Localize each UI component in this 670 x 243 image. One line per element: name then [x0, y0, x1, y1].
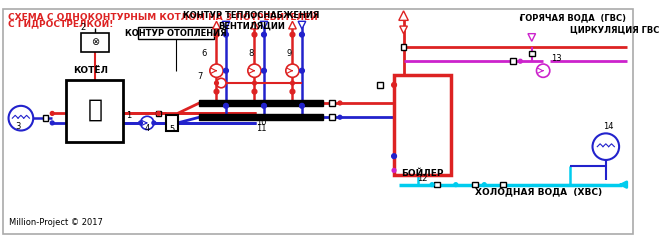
- Text: 3: 3: [15, 122, 21, 131]
- Circle shape: [299, 68, 304, 73]
- Text: 4: 4: [144, 124, 149, 133]
- Text: 8: 8: [249, 49, 254, 58]
- Circle shape: [392, 154, 397, 158]
- Text: ГОРЯЧАЯ ВОДА  (ГВС): ГОРЯЧАЯ ВОДА (ГВС): [521, 14, 626, 23]
- Text: 7: 7: [198, 72, 203, 81]
- Circle shape: [592, 133, 619, 160]
- Bar: [155, 111, 161, 116]
- Circle shape: [214, 89, 219, 94]
- Bar: [500, 182, 506, 188]
- Bar: [66, 80, 123, 142]
- Circle shape: [338, 101, 342, 105]
- Bar: [510, 58, 516, 64]
- Circle shape: [139, 121, 143, 125]
- Bar: [472, 182, 478, 188]
- Circle shape: [224, 32, 228, 37]
- Text: ХОЛОДНАЯ ВОДА  (ХВС): ХОЛОДНАЯ ВОДА (ХВС): [475, 187, 602, 196]
- Bar: [377, 82, 383, 88]
- Circle shape: [454, 183, 458, 187]
- Circle shape: [210, 64, 223, 77]
- Polygon shape: [212, 21, 220, 29]
- Bar: [434, 182, 440, 188]
- Circle shape: [216, 78, 226, 88]
- Bar: [200, 100, 323, 106]
- Circle shape: [248, 64, 261, 77]
- Circle shape: [392, 83, 397, 87]
- Bar: [394, 75, 451, 175]
- Bar: [330, 100, 335, 106]
- Polygon shape: [298, 21, 306, 29]
- Circle shape: [290, 89, 295, 94]
- Circle shape: [430, 183, 434, 187]
- Circle shape: [224, 68, 228, 73]
- Text: КОТЁЛ: КОТЁЛ: [73, 66, 108, 75]
- Text: БОЙЛЕР: БОЙЛЕР: [401, 169, 444, 178]
- Text: 10: 10: [256, 118, 267, 127]
- Text: С ГИДРОСТРЕЛКОЙ!: С ГИДРОСТРЕЛКОЙ!: [7, 19, 113, 30]
- Bar: [529, 51, 535, 56]
- Text: 11: 11: [256, 124, 267, 133]
- Polygon shape: [222, 21, 230, 29]
- Polygon shape: [528, 34, 535, 41]
- Circle shape: [50, 112, 54, 115]
- Circle shape: [214, 32, 219, 37]
- Circle shape: [252, 32, 257, 37]
- Circle shape: [286, 64, 299, 77]
- Text: СХЕМА С ОДНОКОНТУРНЫМ КОТЛОМ НА 3 ПОТРЕБИТЕЛЕЙ: СХЕМА С ОДНОКОНТУРНЫМ КОТЛОМ НА 3 ПОТРЕБ…: [7, 12, 318, 22]
- Bar: [80, 33, 109, 52]
- Circle shape: [50, 121, 54, 125]
- Polygon shape: [260, 21, 268, 29]
- Circle shape: [482, 183, 486, 187]
- Bar: [200, 114, 323, 120]
- Circle shape: [261, 68, 267, 73]
- Circle shape: [519, 59, 522, 63]
- Text: 6: 6: [201, 49, 206, 58]
- Circle shape: [299, 32, 304, 37]
- Circle shape: [392, 168, 396, 172]
- Text: 2: 2: [80, 23, 86, 32]
- Polygon shape: [400, 26, 407, 34]
- Polygon shape: [289, 21, 296, 29]
- Circle shape: [157, 112, 161, 115]
- Text: 12: 12: [417, 174, 428, 183]
- Circle shape: [252, 89, 257, 94]
- Text: 5: 5: [169, 125, 174, 134]
- Circle shape: [299, 104, 304, 108]
- Circle shape: [261, 32, 267, 37]
- Bar: [138, 27, 214, 39]
- Text: 🔥: 🔥: [88, 97, 103, 121]
- Circle shape: [9, 106, 34, 130]
- Circle shape: [214, 81, 218, 85]
- Bar: [330, 114, 335, 120]
- Text: Million-Project © 2017: Million-Project © 2017: [9, 218, 103, 227]
- Circle shape: [261, 104, 267, 108]
- Circle shape: [224, 104, 228, 108]
- Polygon shape: [251, 21, 258, 29]
- Text: 9: 9: [287, 49, 292, 58]
- Polygon shape: [399, 11, 408, 20]
- Circle shape: [291, 81, 294, 85]
- Circle shape: [152, 121, 155, 125]
- Text: КОНТУР ТЕПЛОСНАБЖЕНИЯ
ВЕНТИЛЯЦИИ: КОНТУР ТЕПЛОСНАБЖЕНИЯ ВЕНТИЛЯЦИИ: [184, 11, 320, 30]
- Bar: [166, 115, 178, 130]
- Text: 14: 14: [603, 122, 614, 131]
- Circle shape: [537, 64, 550, 77]
- Text: КОНТУР ОТОПЛЕНИЯ: КОНТУР ОТОПЛЕНИЯ: [125, 29, 226, 38]
- Circle shape: [290, 32, 295, 37]
- Circle shape: [141, 116, 154, 130]
- Bar: [401, 44, 407, 50]
- Text: ⊗: ⊗: [91, 37, 99, 47]
- Text: 13: 13: [551, 54, 561, 63]
- Text: 1: 1: [126, 111, 131, 120]
- Bar: [43, 115, 48, 121]
- Text: ЦИРКУЛЯЦИЯ ГВС: ЦИРКУЛЯЦИЯ ГВС: [570, 26, 659, 35]
- Circle shape: [338, 115, 342, 119]
- Circle shape: [253, 81, 257, 85]
